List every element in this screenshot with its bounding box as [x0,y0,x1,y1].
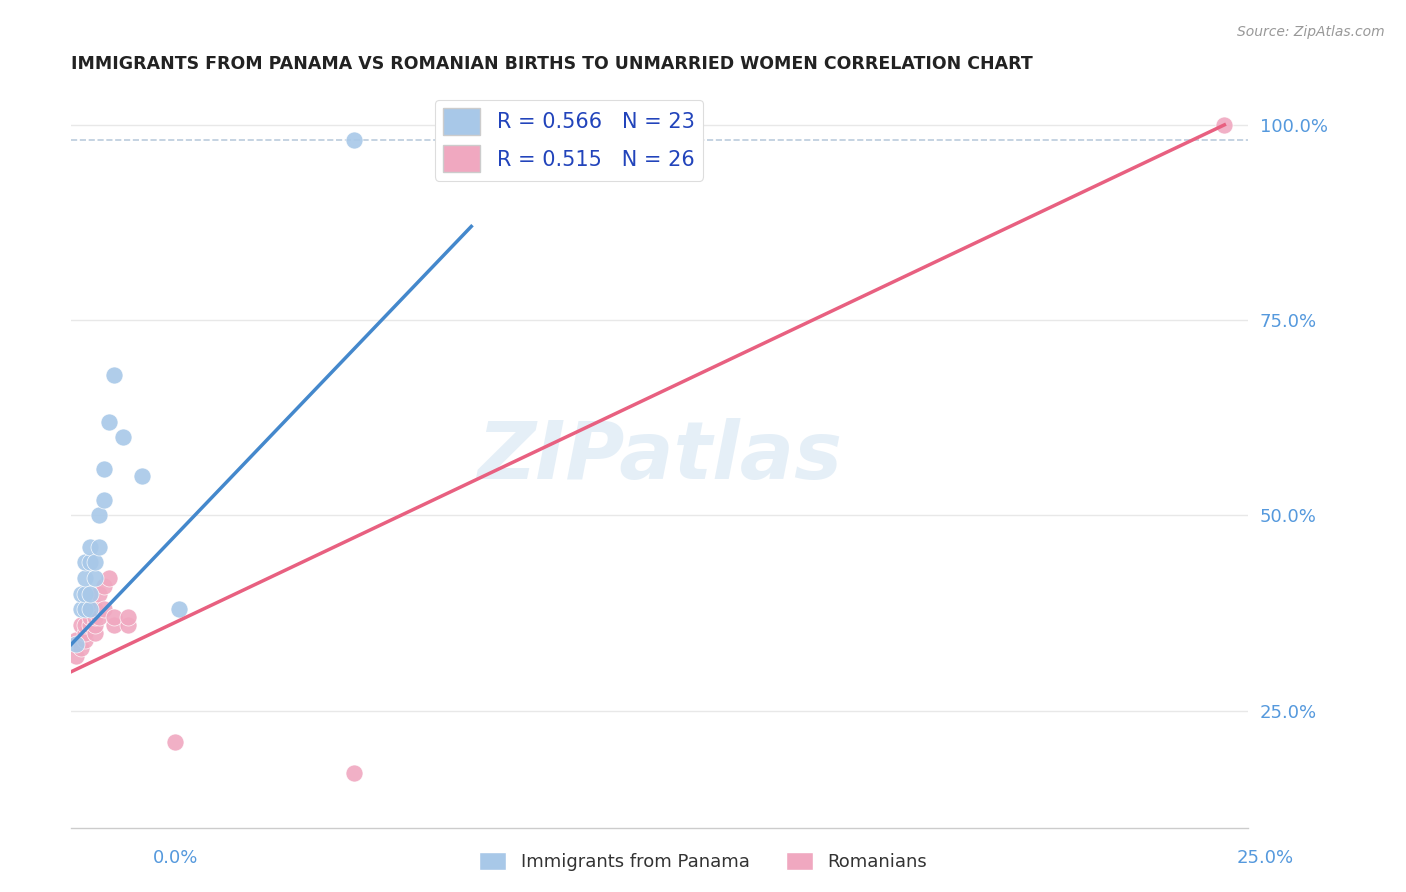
Point [75,571,97,585]
Point [79,610,101,624]
Point [79,540,101,554]
Point [75,555,97,569]
Point [89,586,111,600]
Text: ZIPatlas: ZIPatlas [477,417,842,496]
Point [89,508,111,523]
Point [93,461,115,475]
Point [93,602,115,616]
Text: 25.0%: 25.0% [1237,849,1294,867]
Point [1213,118,1236,132]
Point [83,555,105,569]
Point [343,766,366,780]
Point [75,586,97,600]
Point [83,602,105,616]
Point [79,617,101,632]
Point [103,610,125,624]
Point [69,641,91,656]
Point [79,602,101,616]
Point [69,617,91,632]
Point [69,586,91,600]
Point [89,610,111,624]
Point [343,134,366,148]
Text: Source: ZipAtlas.com: Source: ZipAtlas.com [1237,25,1385,39]
Legend: Immigrants from Panama, Romanians: Immigrants from Panama, Romanians [472,845,934,879]
Legend: R = 0.566   N = 23, R = 0.515   N = 26: R = 0.566 N = 23, R = 0.515 N = 26 [434,100,703,180]
Point [89,540,111,554]
Point [117,610,139,624]
Point [169,602,191,616]
Point [117,617,139,632]
Point [65,649,87,664]
Point [163,735,186,749]
Point [65,637,87,651]
Point [65,633,87,648]
Point [83,617,105,632]
Point [75,617,97,632]
Point [103,617,125,632]
Point [75,602,97,616]
Point [83,625,105,640]
Point [75,633,97,648]
Text: IMMIGRANTS FROM PANAMA VS ROMANIAN BIRTHS TO UNMARRIED WOMEN CORRELATION CHART: IMMIGRANTS FROM PANAMA VS ROMANIAN BIRTH… [72,55,1033,73]
Point [83,610,105,624]
Point [79,555,101,569]
Point [79,602,101,616]
Point [103,368,125,382]
Point [97,415,120,429]
Point [111,430,134,444]
Point [97,571,120,585]
Point [131,469,153,483]
Point [69,602,91,616]
Point [75,625,97,640]
Point [79,586,101,600]
Point [93,492,115,507]
Point [83,571,105,585]
Point [93,579,115,593]
Text: 0.0%: 0.0% [153,849,198,867]
